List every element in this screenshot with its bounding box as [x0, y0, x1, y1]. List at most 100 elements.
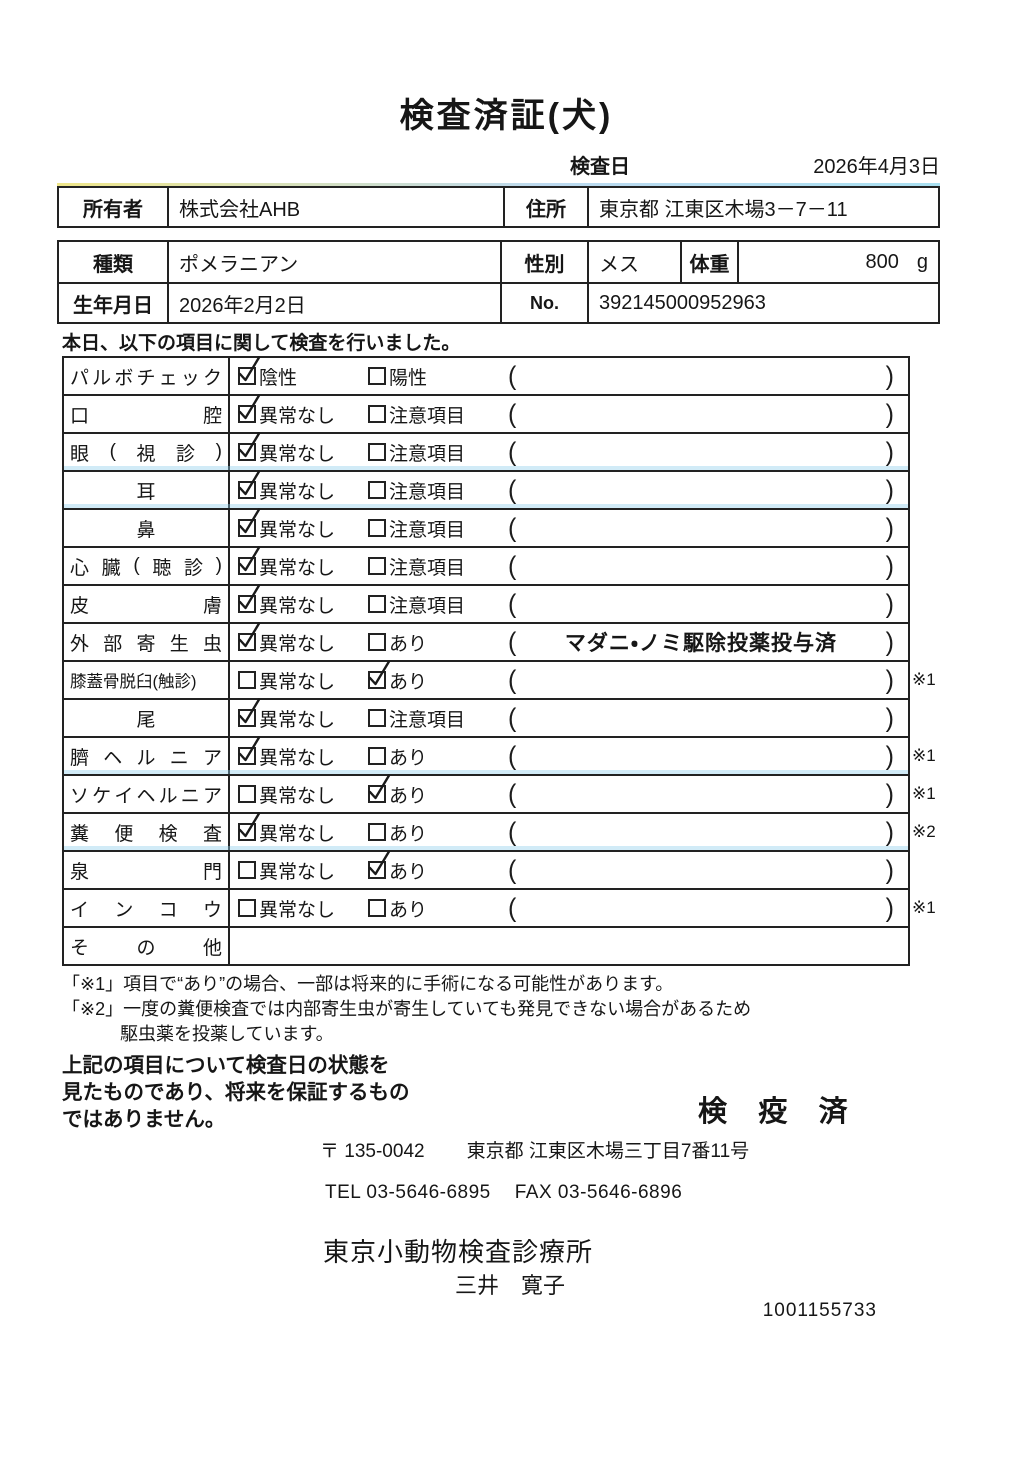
clinic-fax: FAX 03-5646-6896	[514, 1182, 683, 1203]
checklist-row: 臍ヘルニア 異常なし あり	[64, 736, 936, 774]
option-2: 注意項目	[368, 591, 502, 618]
option-2-label: あり	[389, 671, 428, 693]
option-2-label: 注意項目	[389, 481, 466, 503]
option-1-label: 異常なし	[259, 747, 336, 769]
veterinarian-name: 三井 寛子	[455, 1273, 566, 1298]
close-paren: )	[885, 854, 894, 885]
checklist-options: 異常なし 注意項目 ( )	[230, 508, 908, 546]
option-1: 異常なし	[238, 895, 368, 922]
option-1-label: 異常なし	[259, 671, 336, 693]
disclaimer-line2: 見たものであり、将来を保証するもの	[62, 1081, 410, 1104]
close-paren: )	[885, 778, 894, 809]
inspection-date-value: 2026年4月3日	[813, 156, 940, 178]
owner-label: 所有者	[83, 198, 143, 221]
remarks-field: ( )	[502, 816, 908, 847]
open-paren: (	[508, 702, 517, 733]
option-1-label: 異常なし	[259, 481, 336, 503]
registration-no-value: 392145000952963	[587, 282, 938, 322]
option-1-label: 異常なし	[259, 709, 336, 731]
option-1-label: 異常なし	[259, 443, 336, 465]
checkbox-1	[238, 470, 261, 499]
option-2: あり	[368, 850, 502, 884]
checklist-options: 異常なし あり ( )	[230, 774, 908, 812]
checklist-row: 口腔 異常なし 注意項目	[64, 394, 908, 432]
option-2: 陽性	[368, 363, 502, 390]
checklist-item-label: 尾	[64, 700, 230, 736]
checkbox-2	[368, 823, 386, 841]
checklist-item-label: 泉門	[64, 852, 230, 888]
checkbox-2	[368, 557, 386, 575]
clinic-tel: TEL 03-5646-6895	[325, 1182, 491, 1203]
checkbox-1	[238, 356, 261, 385]
option-2-label: あり	[389, 861, 428, 883]
option-2: あり	[368, 819, 502, 846]
checklist-item-label: その他	[64, 928, 230, 964]
remarks-field: ( )	[502, 702, 908, 733]
checklist-item-label: 皮膚	[64, 586, 230, 622]
option-2-label: 注意項目	[389, 519, 466, 541]
checklist-item-label: 膝蓋骨脱臼(触診)	[64, 662, 230, 698]
option-2: あり	[368, 629, 502, 656]
checkbox-2	[368, 660, 391, 689]
footnote-2-line1: 「※2」一度の糞便検査では内部寄生虫が寄生していても発見できない場合があるため	[62, 999, 752, 1019]
checklist-item-label: 眼(視診)	[64, 434, 230, 470]
close-paren: )	[885, 816, 894, 847]
option-1-label: 異常なし	[259, 405, 336, 427]
checkbox-1	[238, 812, 261, 841]
weight-cell: 800 g	[737, 242, 938, 282]
close-paren: )	[885, 588, 894, 619]
option-1: 異常なし	[238, 394, 368, 428]
option-1-label: 異常なし	[259, 557, 336, 579]
option-1: 異常なし	[238, 470, 368, 504]
owner-table: 所有者 株式会社AHB 住所 東京都 江東区木場3－7－11	[57, 183, 940, 228]
option-1-label: 異常なし	[259, 519, 336, 541]
option-2-label: あり	[389, 785, 428, 807]
registration-no-label: No.	[500, 282, 587, 322]
weight-label: 体重	[680, 242, 737, 282]
close-paren: )	[885, 436, 894, 467]
checklist-table: パルボチェック 陰性 陽性	[62, 356, 936, 966]
checklist-options: 異常なし 注意項目 ( )	[230, 698, 908, 736]
option-2: 注意項目	[368, 515, 502, 542]
close-paren: )	[885, 740, 894, 771]
close-paren: )	[885, 626, 894, 657]
checkbox-1	[238, 508, 261, 537]
open-paren: (	[508, 398, 517, 429]
open-paren: (	[508, 436, 517, 467]
footnote-mark: ※1	[912, 898, 936, 917]
disclaimer-line3: ではありません。	[62, 1108, 226, 1131]
sex-value: メス	[587, 242, 680, 282]
option-2-label: あり	[389, 747, 428, 769]
option-2-label: 陽性	[389, 367, 428, 389]
remarks-field: ( )	[502, 398, 908, 429]
remarks-field: ( )	[502, 588, 908, 619]
open-paren: (	[508, 816, 517, 847]
checklist-options: 異常なし あり ( マダニ・ノミ駆除投薬投与済 )	[230, 622, 908, 660]
checkbox-2	[368, 519, 386, 537]
option-1: 異常なし	[238, 508, 368, 542]
checkbox-1	[238, 899, 256, 917]
intro-sentence: 本日、以下の項目に関して検査を行いました。	[62, 333, 461, 354]
checklist-item-label: 臍ヘルニア	[64, 738, 230, 774]
option-2-label: あり	[389, 823, 428, 845]
checkbox-2	[368, 595, 386, 613]
checkbox-2	[368, 405, 386, 423]
remarks-field: ( )	[502, 740, 908, 771]
checklist-options: 異常なし 注意項目 ( )	[230, 394, 908, 432]
checkbox-1	[238, 785, 256, 803]
option-1: 陰性	[238, 356, 368, 390]
option-2: 注意項目	[368, 439, 502, 466]
option-1: 異常なし	[238, 584, 368, 618]
checkbox-1	[238, 394, 261, 423]
option-2-label: 注意項目	[389, 443, 466, 465]
option-1: 異常なし	[238, 622, 368, 656]
checklist-row: 眼(視診) 異常なし 注意項目	[64, 432, 908, 470]
remarks-field: ( )	[502, 665, 908, 695]
checklist-options: 異常なし 注意項目 ( )	[230, 470, 908, 508]
clinic-tel-line: TEL 03-5646-6895 FAX 03-5646-6896	[325, 1182, 682, 1204]
clinic-name: 東京小動物検査診療所	[323, 1237, 594, 1267]
option-1-label: 異常なし	[259, 785, 336, 807]
open-paren: (	[508, 360, 517, 391]
remarks-field: ( )	[502, 893, 908, 923]
checklist-item-label: パルボチェック	[64, 358, 230, 394]
